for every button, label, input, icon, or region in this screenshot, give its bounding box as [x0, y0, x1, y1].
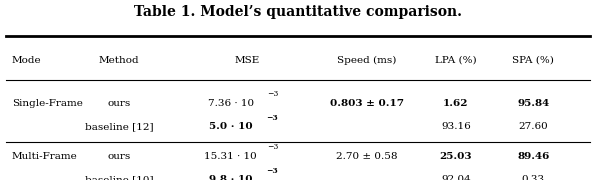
- Text: 92.04: 92.04: [441, 176, 471, 180]
- Text: 95.84: 95.84: [517, 99, 550, 108]
- Text: 2.70 ± 0.58: 2.70 ± 0.58: [336, 152, 398, 161]
- Text: Mode: Mode: [12, 56, 42, 65]
- Text: 93.16: 93.16: [441, 122, 471, 131]
- Text: −3: −3: [266, 143, 278, 151]
- Text: baseline [12]: baseline [12]: [85, 122, 154, 131]
- Text: 1.62: 1.62: [443, 99, 468, 108]
- Text: MSE: MSE: [235, 56, 260, 65]
- Text: 0.33: 0.33: [522, 176, 545, 180]
- Text: Multi-Frame: Multi-Frame: [12, 152, 77, 161]
- Text: 15.31 · 10: 15.31 · 10: [204, 152, 257, 161]
- Text: 0.803 ± 0.17: 0.803 ± 0.17: [330, 99, 403, 108]
- Text: Method: Method: [99, 56, 139, 65]
- Text: Speed (ms): Speed (ms): [337, 56, 396, 65]
- Text: 27.60: 27.60: [519, 122, 548, 131]
- Text: LPA (%): LPA (%): [435, 56, 477, 65]
- Text: −3: −3: [266, 167, 278, 175]
- Text: baseline [10]: baseline [10]: [85, 176, 154, 180]
- Text: ours: ours: [107, 152, 131, 161]
- Text: ours: ours: [107, 99, 131, 108]
- Text: 25.03: 25.03: [440, 152, 472, 161]
- Text: 7.36 · 10: 7.36 · 10: [207, 99, 254, 108]
- Text: 89.46: 89.46: [517, 152, 550, 161]
- Text: −3: −3: [266, 114, 278, 122]
- Text: Single-Frame: Single-Frame: [12, 99, 83, 108]
- Text: Table 1. Model’s quantitative comparison.: Table 1. Model’s quantitative comparison…: [134, 5, 462, 19]
- Text: 5.0 · 10: 5.0 · 10: [209, 122, 253, 131]
- Text: SPA (%): SPA (%): [513, 56, 554, 65]
- Text: −3: −3: [266, 90, 278, 98]
- Text: 9.8 · 10: 9.8 · 10: [209, 176, 252, 180]
